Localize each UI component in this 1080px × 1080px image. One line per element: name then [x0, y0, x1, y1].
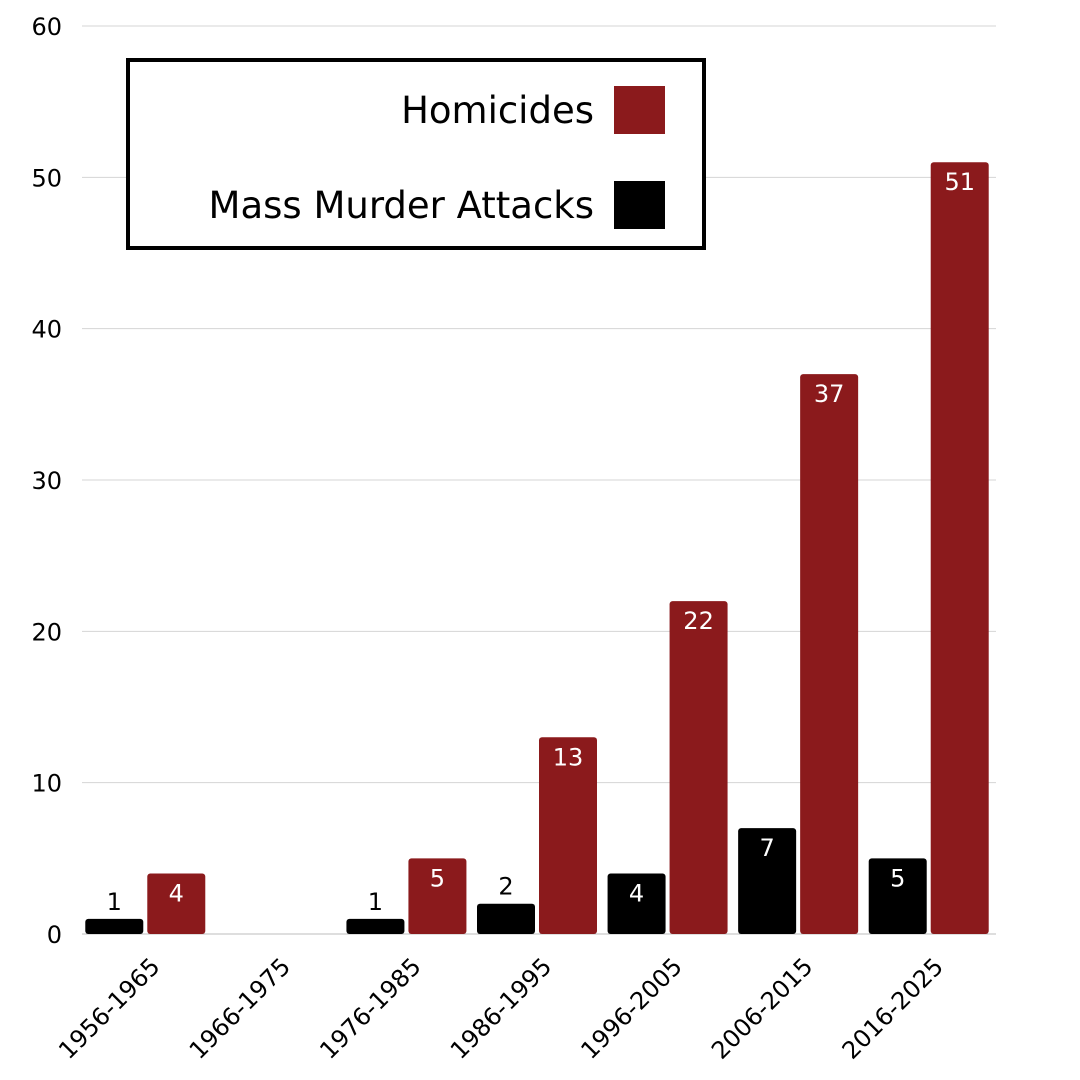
bar-mass-murder-attacks — [346, 918, 405, 934]
bar-value-label: 51 — [944, 168, 975, 196]
bar-homicides — [539, 737, 597, 934]
x-tick-label: 1986-1995 — [445, 952, 557, 1064]
bar-value-label: 5 — [430, 864, 445, 892]
y-tick-label: 60 — [31, 13, 62, 41]
y-tick-label: 30 — [31, 467, 62, 495]
bar-homicides — [408, 858, 467, 934]
bar-value-label: 37 — [814, 380, 845, 408]
x-tick-label: 2016-2025 — [837, 952, 949, 1064]
bar-mass-murder-attacks — [868, 858, 927, 934]
legend-box — [126, 58, 706, 250]
bar-value-label: 1 — [368, 888, 383, 916]
bars — [85, 162, 989, 935]
bar-mass-murder-attacks — [607, 873, 666, 934]
bar-value-label: 13 — [553, 743, 584, 771]
legend: Homicides Mass Murder Attacks — [126, 58, 706, 250]
bar-value-label: 5 — [890, 864, 905, 892]
bar-value-label: 2 — [498, 873, 513, 901]
x-tick-label: 2006-2015 — [706, 952, 818, 1064]
bar-mass-murder-attacks — [738, 828, 797, 934]
bar-homicides — [669, 601, 728, 934]
y-tick-label: 50 — [31, 164, 62, 192]
legend-swatch — [614, 181, 665, 229]
x-axis: 1956-1965 1966-1975 1976-1985 1986-1995 1996… — [53, 952, 949, 1064]
y-tick-label: 10 — [31, 770, 62, 798]
bar-homicides — [930, 162, 989, 934]
bar-value-label: 7 — [760, 834, 775, 862]
legend-swatch — [614, 86, 665, 134]
bar-homicides — [800, 374, 859, 935]
bar-value-label: 4 — [169, 879, 184, 907]
x-tick-label: 1966-1975 — [184, 952, 296, 1064]
y-tick-label: 40 — [31, 316, 62, 344]
bar-labels: 1 4 1 5 2 13 4 22 7 37 5 51 — [107, 168, 975, 916]
x-tick-label: 1956-1965 — [53, 952, 165, 1064]
legend-label: Homicides — [401, 89, 594, 132]
x-tick-label: 1976-1985 — [314, 952, 426, 1064]
bar-value-label: 22 — [683, 607, 714, 635]
x-tick-label: 1996-2005 — [576, 952, 688, 1064]
bar-value-label: 4 — [629, 879, 644, 907]
y-tick-label: 0 — [47, 921, 62, 949]
bar-mass-murder-attacks — [477, 903, 535, 934]
bar-mass-murder-attacks — [85, 918, 144, 934]
bar-value-label: 1 — [107, 888, 122, 916]
bar-homicides — [147, 873, 206, 934]
y-tick-label: 20 — [31, 618, 62, 646]
y-axis: 0 10 20 30 40 50 60 — [31, 13, 62, 949]
legend-label: Mass Murder Attacks — [209, 184, 594, 227]
